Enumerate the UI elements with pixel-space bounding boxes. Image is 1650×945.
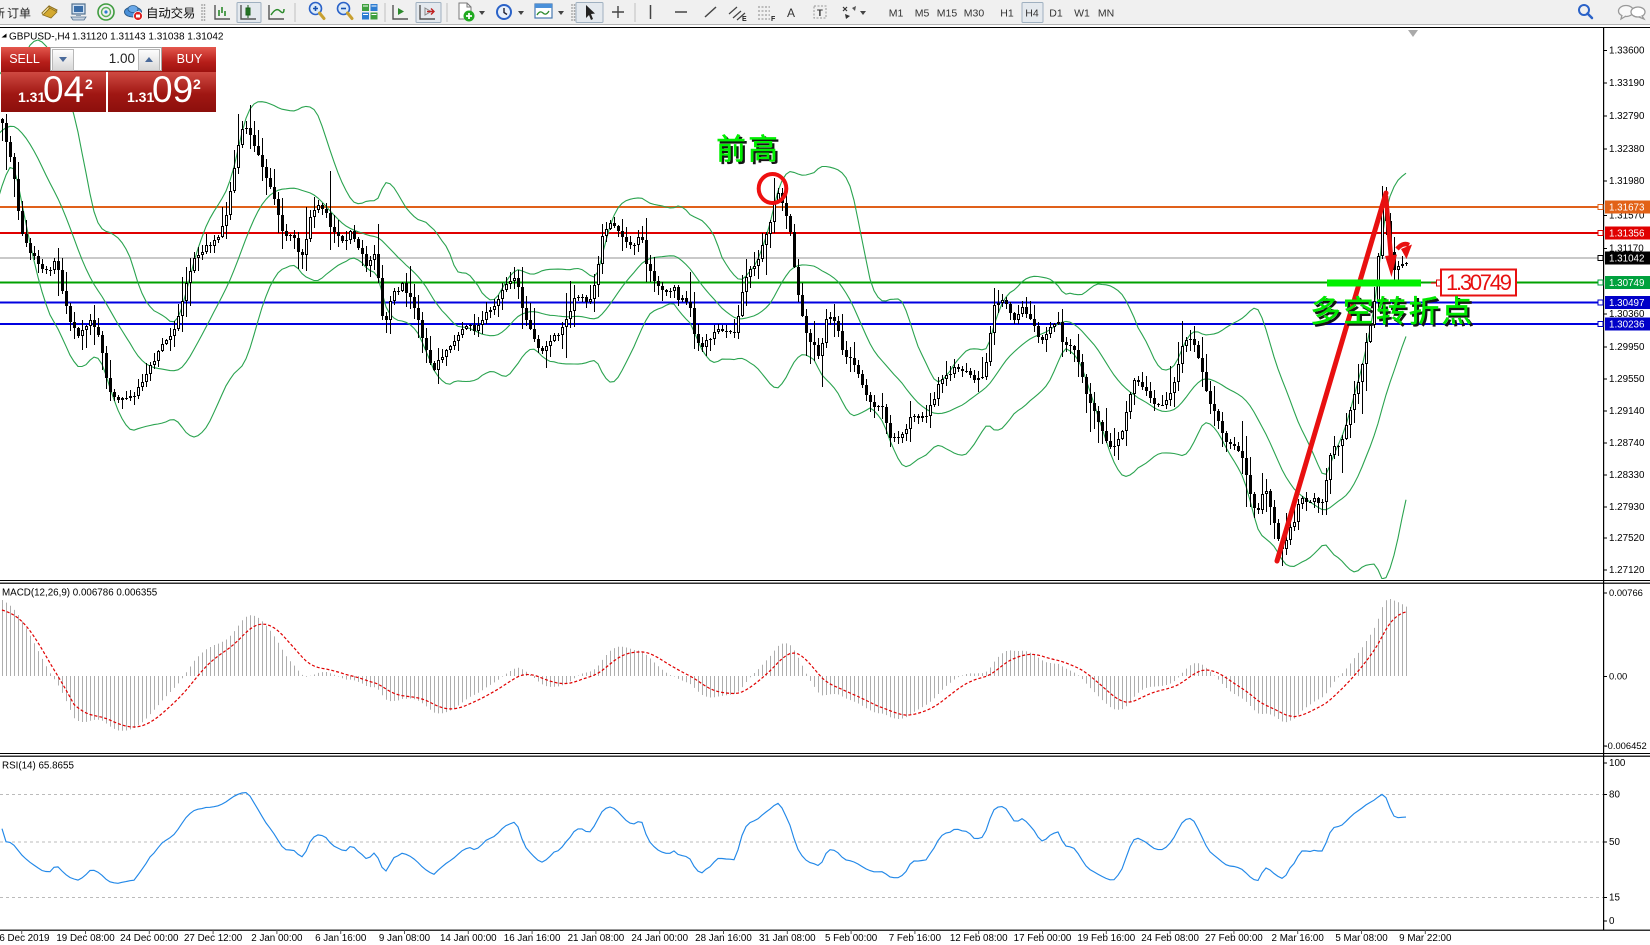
svg-text:19 Dec 08:00: 19 Dec 08:00 (56, 933, 115, 944)
svg-text:1.30749: 1.30749 (1446, 270, 1512, 295)
svg-text:MACD(12,26,9) 0.006786 0.00635: MACD(12,26,9) 0.006786 0.006355 (2, 588, 158, 599)
svg-text:H1: H1 (1000, 8, 1014, 20)
svg-text:1.29140: 1.29140 (1609, 406, 1645, 417)
svg-text:14 Jan 00:00: 14 Jan 00:00 (440, 933, 497, 944)
svg-text:1.31170: 1.31170 (1609, 244, 1644, 255)
svg-text:1.31356: 1.31356 (1609, 229, 1645, 240)
svg-text:15: 15 (1609, 893, 1620, 904)
svg-text:1.33600: 1.33600 (1609, 46, 1645, 57)
svg-text:GBPUSD-,H4: GBPUSD-,H4 (9, 32, 71, 43)
svg-text:7 Feb 16:00: 7 Feb 16:00 (889, 933, 942, 944)
svg-text:1.31120 1.31143 1.31038 1.3104: 1.31120 1.31143 1.31038 1.31042 (72, 32, 224, 43)
svg-text:MN: MN (1098, 8, 1114, 20)
svg-text:1.28740: 1.28740 (1609, 438, 1645, 449)
svg-text:21 Jan 08:00: 21 Jan 08:00 (568, 933, 625, 944)
svg-text:9 Jan 08:00: 9 Jan 08:00 (379, 933, 431, 944)
svg-text:1.30749: 1.30749 (1609, 278, 1644, 289)
svg-text:100: 100 (1609, 758, 1626, 769)
svg-text:31 Jan 08:00: 31 Jan 08:00 (759, 933, 816, 944)
svg-text:0.00766: 0.00766 (1609, 587, 1643, 598)
svg-text:19 Feb 16:00: 19 Feb 16:00 (1077, 933, 1135, 944)
svg-text:0: 0 (1609, 916, 1615, 927)
svg-text:5 Mar 08:00: 5 Mar 08:00 (1335, 933, 1388, 944)
svg-text:1.30236: 1.30236 (1609, 320, 1645, 331)
svg-text:16 Jan 16:00: 16 Jan 16:00 (504, 933, 561, 944)
svg-text:2 Mar 16:00: 2 Mar 16:00 (1272, 933, 1325, 944)
svg-text:1.27930: 1.27930 (1609, 502, 1645, 513)
svg-text:12 Feb 08:00: 12 Feb 08:00 (950, 933, 1008, 944)
svg-text:E: E (742, 16, 747, 23)
svg-text:F: F (771, 16, 776, 23)
svg-text:6 Jan 16:00: 6 Jan 16:00 (315, 933, 367, 944)
svg-text:1.30497: 1.30497 (1609, 298, 1644, 309)
svg-text:1.28330: 1.28330 (1609, 470, 1645, 481)
svg-text:M30: M30 (964, 8, 985, 20)
svg-text:H4: H4 (1025, 8, 1039, 20)
svg-text:M15: M15 (937, 8, 958, 20)
svg-text:T: T (817, 8, 823, 19)
svg-text:5 Feb 00:00: 5 Feb 00:00 (825, 933, 878, 944)
svg-text:2 Jan 00:00: 2 Jan 00:00 (251, 933, 303, 944)
svg-text:M5: M5 (915, 8, 930, 20)
svg-text:27 Feb 00:00: 27 Feb 00:00 (1205, 933, 1263, 944)
svg-text:1.31673: 1.31673 (1609, 203, 1645, 214)
svg-text:16 Dec 2019: 16 Dec 2019 (0, 933, 49, 944)
svg-text:1.29950: 1.29950 (1609, 342, 1645, 353)
svg-text:D1: D1 (1049, 8, 1063, 20)
svg-text:1.30360: 1.30360 (1609, 309, 1645, 320)
svg-text:24 Feb 08:00: 24 Feb 08:00 (1141, 933, 1199, 944)
svg-text:1.27120: 1.27120 (1609, 565, 1645, 576)
svg-text:1.31042: 1.31042 (1609, 254, 1644, 265)
svg-text:A: A (787, 6, 795, 20)
svg-text:W1: W1 (1074, 8, 1090, 20)
svg-text:0.00: 0.00 (1609, 671, 1627, 682)
svg-text:17 Feb 00:00: 17 Feb 00:00 (1014, 933, 1072, 944)
svg-text:1.31980: 1.31980 (1609, 176, 1645, 187)
svg-text:1.32790: 1.32790 (1609, 111, 1645, 122)
svg-text:RSI(14) 65.8655: RSI(14) 65.8655 (2, 761, 74, 772)
svg-text:24 Dec 00:00: 24 Dec 00:00 (120, 933, 179, 944)
svg-text:80: 80 (1609, 790, 1620, 801)
svg-text:M1: M1 (889, 8, 904, 20)
svg-text:27 Dec 12:00: 27 Dec 12:00 (184, 933, 243, 944)
svg-text:24 Jan 00:00: 24 Jan 00:00 (631, 933, 688, 944)
svg-text:1.32380: 1.32380 (1609, 144, 1645, 155)
svg-text:28 Jan 16:00: 28 Jan 16:00 (695, 933, 752, 944)
svg-text:50: 50 (1609, 837, 1620, 848)
svg-text:1.33190: 1.33190 (1609, 78, 1645, 89)
svg-text:1.29550: 1.29550 (1609, 374, 1645, 385)
svg-text:9 Mar 22:00: 9 Mar 22:00 (1399, 933, 1452, 944)
svg-text:1.31570: 1.31570 (1609, 211, 1645, 222)
svg-text:-0.006452: -0.006452 (1605, 740, 1647, 751)
svg-text:1.27520: 1.27520 (1609, 533, 1645, 544)
